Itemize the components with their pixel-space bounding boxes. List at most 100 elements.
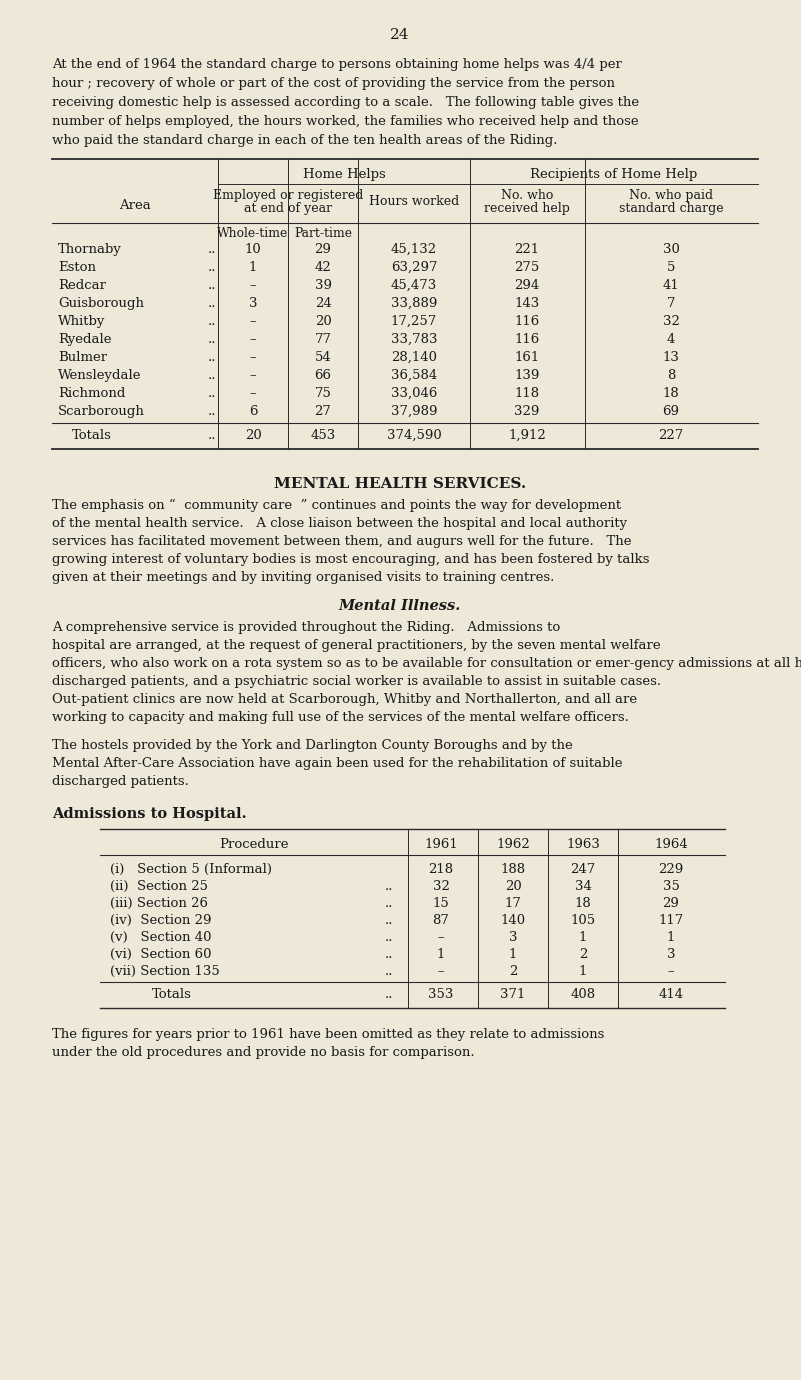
- Text: 63,297: 63,297: [391, 261, 437, 275]
- Text: 54: 54: [315, 351, 332, 364]
- Text: 453: 453: [310, 429, 336, 442]
- Text: 29: 29: [662, 897, 679, 909]
- Text: 294: 294: [514, 279, 540, 293]
- Text: 374,590: 374,590: [387, 429, 441, 442]
- Text: 15: 15: [433, 897, 449, 909]
- Text: –: –: [250, 279, 256, 293]
- Text: 275: 275: [514, 261, 540, 275]
- Text: 227: 227: [658, 429, 683, 442]
- Text: 1,912: 1,912: [508, 429, 545, 442]
- Text: At the end of 1964 the standard charge to persons obtaining home helps was 4/4 p: At the end of 1964 the standard charge t…: [52, 58, 622, 70]
- Text: 6: 6: [249, 404, 257, 418]
- Text: Thornaby: Thornaby: [58, 243, 122, 257]
- Text: Home Helps: Home Helps: [303, 168, 385, 181]
- Text: 229: 229: [658, 862, 683, 876]
- Text: ..: ..: [385, 988, 393, 1000]
- Text: Ryedale: Ryedale: [58, 333, 111, 346]
- Text: Part-time: Part-time: [294, 226, 352, 240]
- Text: Totals: Totals: [152, 988, 192, 1000]
- Text: officers, who also work on a rota system so as to be available for consultation : officers, who also work on a rota system…: [52, 657, 801, 671]
- Text: 33,783: 33,783: [391, 333, 437, 346]
- Text: 1: 1: [437, 948, 445, 960]
- Text: 329: 329: [514, 404, 540, 418]
- Text: 45,473: 45,473: [391, 279, 437, 293]
- Text: 20: 20: [244, 429, 261, 442]
- Text: 77: 77: [315, 333, 332, 346]
- Text: 247: 247: [570, 862, 596, 876]
- Text: 33,889: 33,889: [391, 297, 437, 310]
- Text: 27: 27: [315, 404, 332, 418]
- Text: 10: 10: [244, 243, 261, 257]
- Text: 140: 140: [501, 914, 525, 927]
- Text: ..: ..: [208, 351, 216, 364]
- Text: 2: 2: [509, 965, 517, 978]
- Text: The figures for years prior to 1961 have been omitted as they relate to admissio: The figures for years prior to 1961 have…: [52, 1028, 605, 1041]
- Text: –: –: [250, 333, 256, 346]
- Text: ..: ..: [208, 333, 216, 346]
- Text: Bulmer: Bulmer: [58, 351, 107, 364]
- Text: Guisborough: Guisborough: [58, 297, 144, 310]
- Text: Admissions to Hospital.: Admissions to Hospital.: [52, 807, 247, 821]
- Text: A comprehensive service is provided throughout the Riding.   Admissions to: A comprehensive service is provided thro…: [52, 621, 560, 633]
- Text: working to capacity and making full use of the services of the mental welfare of: working to capacity and making full use …: [52, 711, 629, 724]
- Text: ..: ..: [385, 914, 393, 927]
- Text: Whole-time: Whole-time: [217, 226, 288, 240]
- Text: The emphasis on “  community care  ” continues and points the way for developmen: The emphasis on “ community care ” conti…: [52, 500, 621, 512]
- Text: 1: 1: [249, 261, 257, 275]
- Text: 5: 5: [666, 261, 675, 275]
- Text: ..: ..: [208, 429, 216, 442]
- Text: under the old procedures and provide no basis for comparison.: under the old procedures and provide no …: [52, 1046, 475, 1058]
- Text: –: –: [437, 932, 445, 944]
- Text: 37,989: 37,989: [391, 404, 437, 418]
- Text: 20: 20: [315, 315, 332, 328]
- Text: 32: 32: [662, 315, 679, 328]
- Text: 414: 414: [658, 988, 683, 1000]
- Text: ..: ..: [208, 279, 216, 293]
- Text: 17,257: 17,257: [391, 315, 437, 328]
- Text: 13: 13: [662, 351, 679, 364]
- Text: 218: 218: [429, 862, 453, 876]
- Text: growing interest of voluntary bodies is most encouraging, and has been fostered : growing interest of voluntary bodies is …: [52, 553, 650, 566]
- Text: 33,046: 33,046: [391, 386, 437, 400]
- Text: 66: 66: [315, 368, 332, 382]
- Text: who paid the standard charge in each of the ten health areas of the Riding.: who paid the standard charge in each of …: [52, 134, 557, 148]
- Text: 143: 143: [514, 297, 540, 310]
- Text: 24: 24: [390, 28, 410, 41]
- Text: hour ; recovery of whole or part of the cost of providing the service from the p: hour ; recovery of whole or part of the …: [52, 77, 615, 90]
- Text: 2: 2: [579, 948, 587, 960]
- Text: 371: 371: [501, 988, 525, 1000]
- Text: discharged patients.: discharged patients.: [52, 776, 189, 788]
- Text: ..: ..: [385, 948, 393, 960]
- Text: (iii) Section 26: (iii) Section 26: [110, 897, 208, 909]
- Text: (ii)  Section 25: (ii) Section 25: [110, 880, 208, 893]
- Text: –: –: [250, 368, 256, 382]
- Text: Hours worked: Hours worked: [369, 195, 459, 208]
- Text: Mental Illness.: Mental Illness.: [339, 599, 461, 613]
- Text: 116: 116: [514, 315, 540, 328]
- Text: Employed or registered: Employed or registered: [213, 189, 363, 201]
- Text: hospital are arranged, at the request of general practitioners, by the seven men: hospital are arranged, at the request of…: [52, 639, 661, 651]
- Text: ..: ..: [385, 880, 393, 893]
- Text: ..: ..: [208, 297, 216, 310]
- Text: 45,132: 45,132: [391, 243, 437, 257]
- Text: (iv)  Section 29: (iv) Section 29: [110, 914, 211, 927]
- Text: of the mental health service.   A close liaison between the hospital and local a: of the mental health service. A close li…: [52, 518, 627, 530]
- Text: 69: 69: [662, 404, 679, 418]
- Text: Area: Area: [119, 199, 151, 213]
- Text: services has facilitated movement between them, and augurs well for the future. : services has facilitated movement betwee…: [52, 535, 631, 548]
- Text: 24: 24: [315, 297, 332, 310]
- Text: –: –: [668, 965, 674, 978]
- Text: 1: 1: [579, 965, 587, 978]
- Text: 8: 8: [666, 368, 675, 382]
- Text: ..: ..: [385, 965, 393, 978]
- Text: standard charge: standard charge: [618, 201, 723, 215]
- Text: 353: 353: [429, 988, 453, 1000]
- Text: MENTAL HEALTH SERVICES.: MENTAL HEALTH SERVICES.: [274, 477, 526, 491]
- Text: 118: 118: [514, 386, 540, 400]
- Text: Redcar: Redcar: [58, 279, 106, 293]
- Text: 87: 87: [433, 914, 449, 927]
- Text: –: –: [250, 315, 256, 328]
- Text: 3: 3: [249, 297, 257, 310]
- Text: 20: 20: [505, 880, 521, 893]
- Text: The hostels provided by the York and Darlington County Boroughs and by the: The hostels provided by the York and Dar…: [52, 740, 573, 752]
